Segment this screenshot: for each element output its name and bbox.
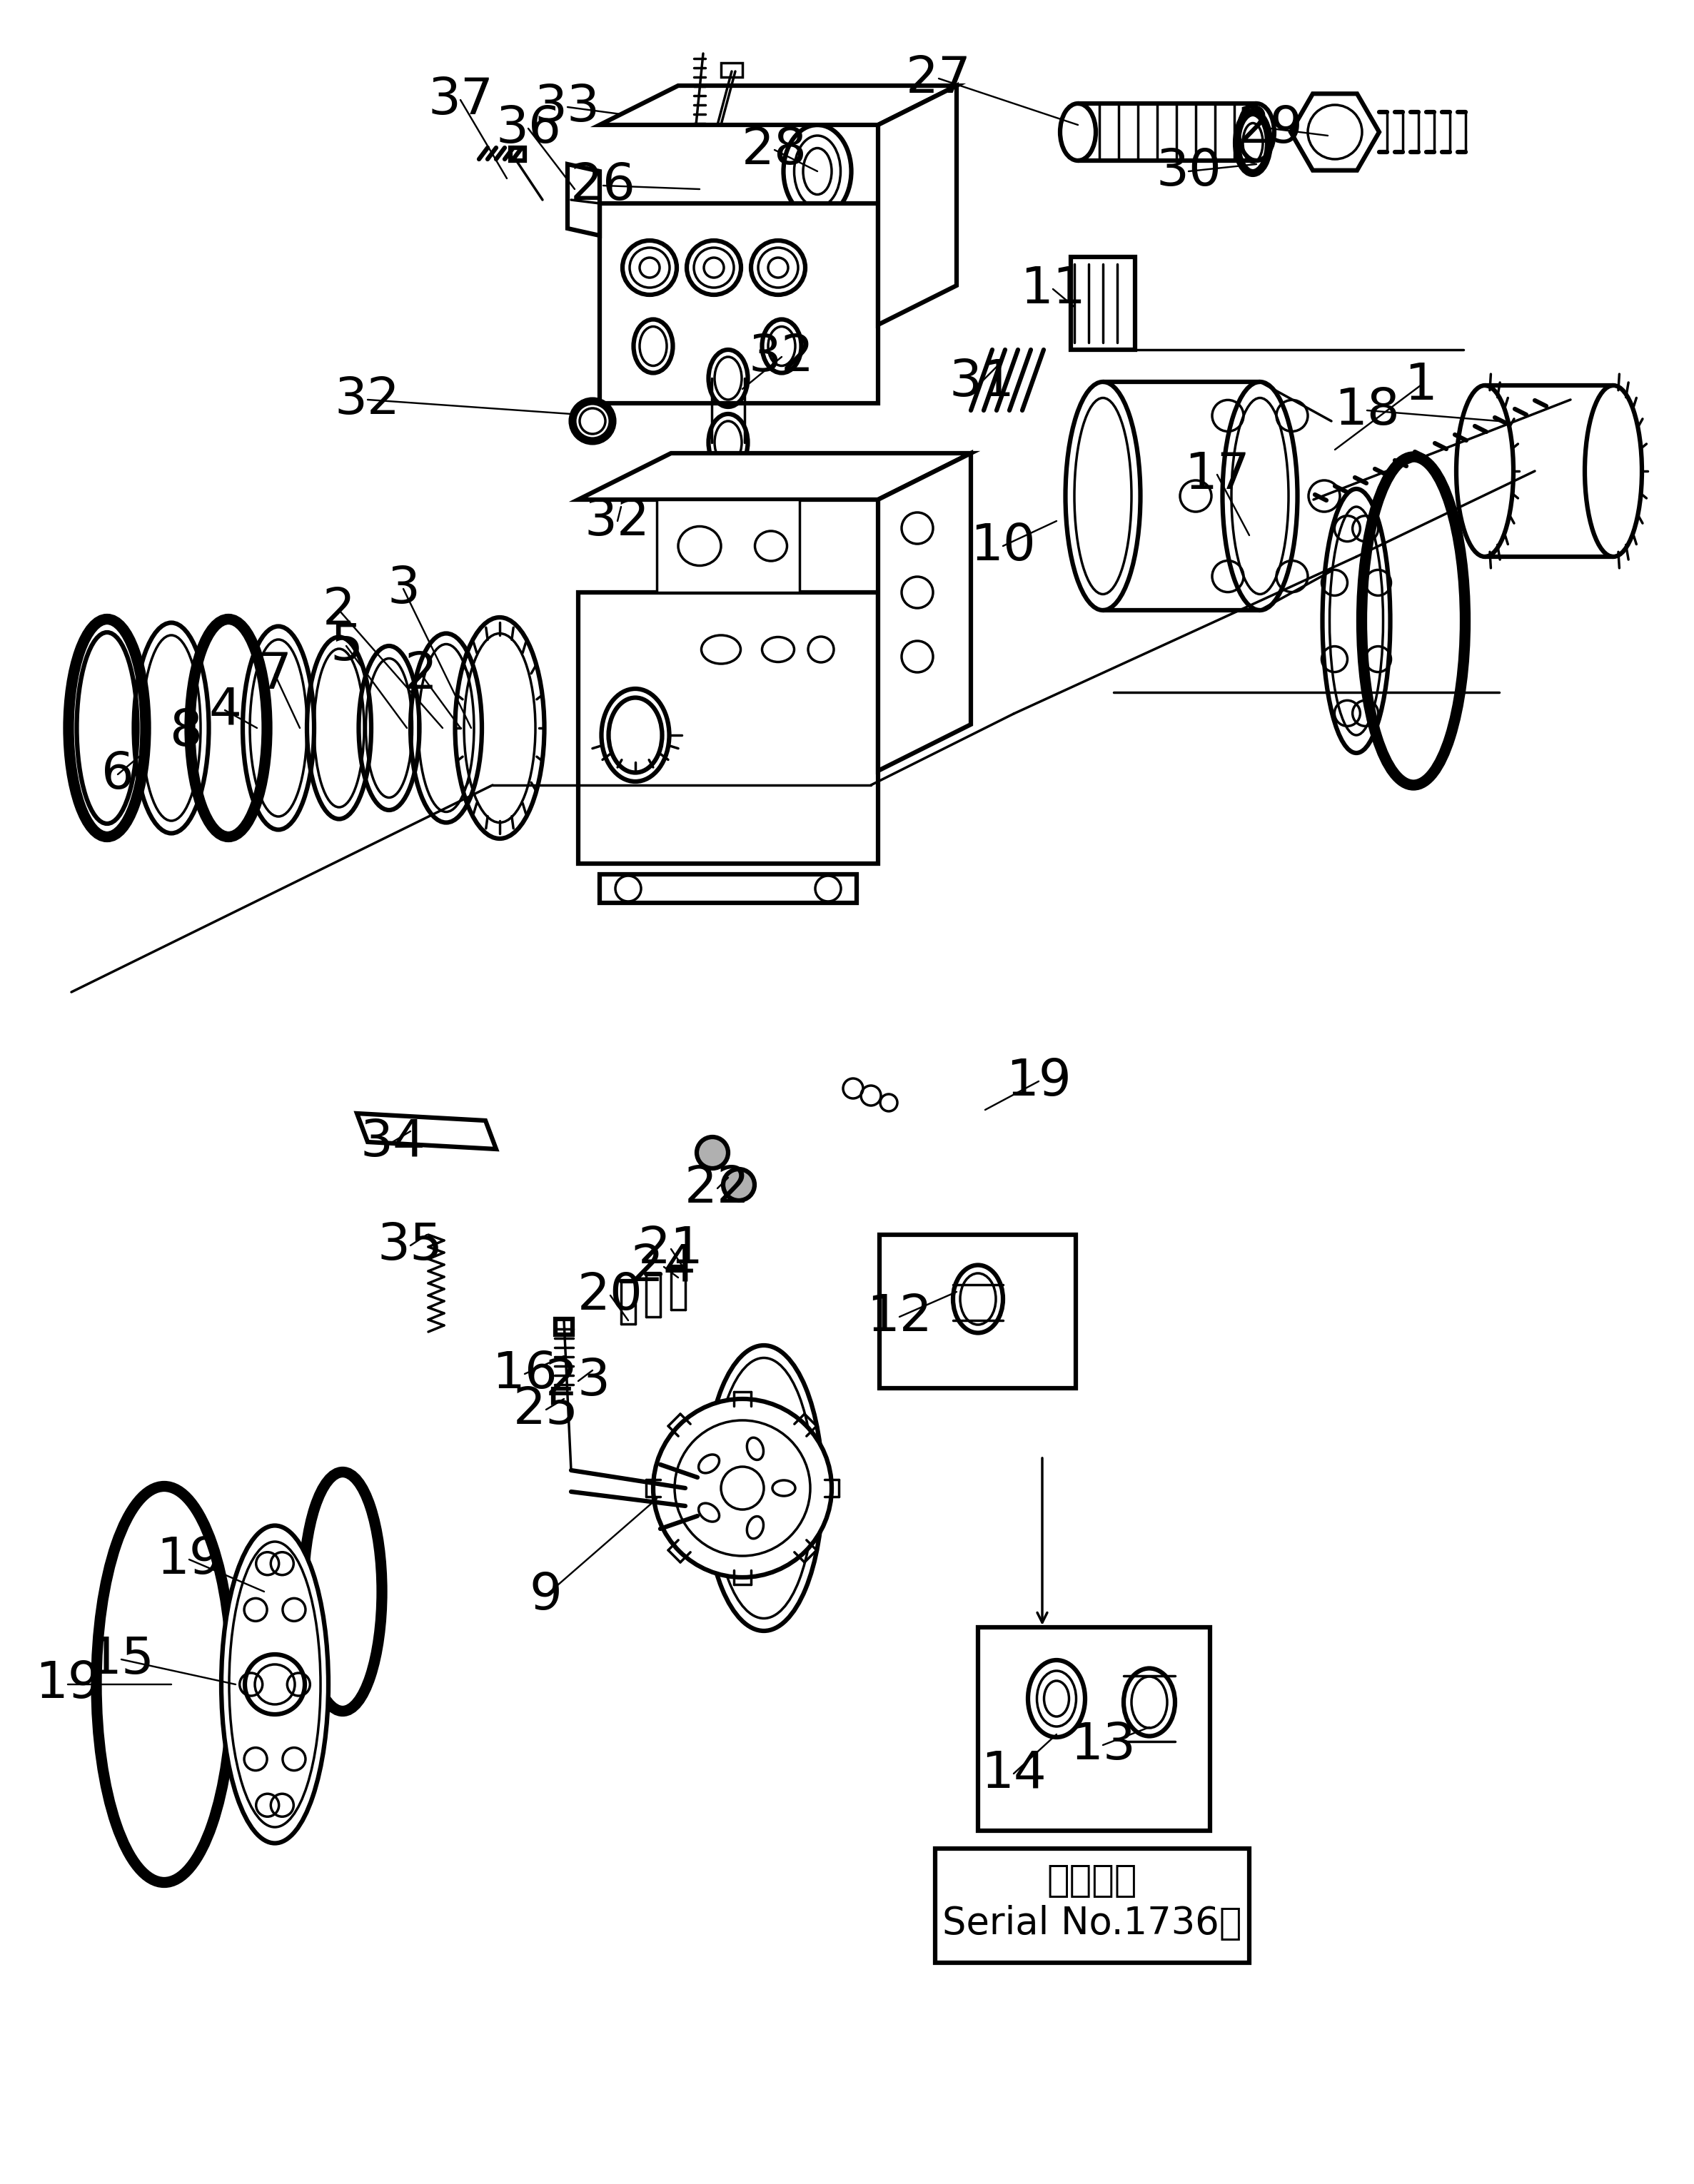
Circle shape <box>579 408 605 435</box>
Text: 32: 32 <box>335 376 400 424</box>
Ellipse shape <box>222 1527 329 1843</box>
Circle shape <box>696 1138 728 1168</box>
Polygon shape <box>877 454 971 771</box>
Bar <box>935 1848 1248 1963</box>
Text: 11: 11 <box>1020 264 1086 314</box>
Bar <box>600 874 857 902</box>
Polygon shape <box>1291 94 1379 170</box>
Text: 22: 22 <box>684 1164 750 1212</box>
Polygon shape <box>600 85 957 124</box>
Text: 適用号機: 適用号機 <box>1047 1863 1137 1900</box>
Text: 19: 19 <box>36 1660 100 1710</box>
Bar <box>510 149 525 162</box>
Text: 32: 32 <box>749 332 815 382</box>
Text: 18: 18 <box>1335 387 1399 435</box>
Text: 34: 34 <box>359 1118 425 1166</box>
Bar <box>556 1319 573 1334</box>
Bar <box>578 592 877 863</box>
Text: 37: 37 <box>427 74 493 124</box>
Text: 26: 26 <box>571 162 635 210</box>
Ellipse shape <box>1037 1671 1076 1728</box>
Text: 2: 2 <box>405 651 437 699</box>
Bar <box>977 1627 1210 1830</box>
Text: 32: 32 <box>584 496 650 546</box>
Text: 9: 9 <box>530 1570 562 1621</box>
Circle shape <box>654 1400 832 1577</box>
Ellipse shape <box>1132 1677 1167 1728</box>
Text: 14: 14 <box>981 1749 1047 1797</box>
Text: 15: 15 <box>88 1636 154 1684</box>
Text: 20: 20 <box>578 1271 644 1319</box>
Text: 30: 30 <box>1155 146 1221 197</box>
Text: 7: 7 <box>259 651 291 699</box>
Ellipse shape <box>1323 489 1391 753</box>
Ellipse shape <box>794 135 840 207</box>
Bar <box>1071 258 1135 349</box>
Text: 36: 36 <box>495 105 561 153</box>
Text: 6: 6 <box>102 749 134 799</box>
Polygon shape <box>567 164 600 236</box>
Bar <box>722 63 742 76</box>
Polygon shape <box>877 85 957 325</box>
Text: 27: 27 <box>906 55 972 103</box>
Text: 25: 25 <box>513 1385 579 1435</box>
Text: 3: 3 <box>386 563 420 614</box>
Text: 12: 12 <box>867 1293 932 1341</box>
Text: 31: 31 <box>949 358 1015 406</box>
Text: Serial No.1736～: Serial No.1736～ <box>942 1904 1242 1942</box>
Text: 23: 23 <box>545 1356 612 1406</box>
Text: 35: 35 <box>378 1221 444 1271</box>
Text: 33: 33 <box>535 83 600 131</box>
Text: 19: 19 <box>1006 1057 1072 1105</box>
Text: 21: 21 <box>639 1225 703 1273</box>
Ellipse shape <box>705 1345 823 1631</box>
Circle shape <box>723 1168 754 1201</box>
Text: 5: 5 <box>330 620 363 670</box>
Polygon shape <box>357 1114 496 1149</box>
Bar <box>600 203 877 404</box>
Text: 2: 2 <box>322 585 356 636</box>
Polygon shape <box>578 454 971 500</box>
Text: 28: 28 <box>742 124 808 175</box>
Ellipse shape <box>1243 122 1262 162</box>
Text: 1: 1 <box>1404 360 1437 411</box>
Text: 19: 19 <box>156 1535 222 1583</box>
Text: 10: 10 <box>971 522 1035 570</box>
Text: 29: 29 <box>1238 105 1303 153</box>
Text: 8: 8 <box>169 708 202 756</box>
Text: 4: 4 <box>208 686 241 734</box>
Bar <box>657 500 800 592</box>
Text: 13: 13 <box>1071 1721 1135 1769</box>
Text: 24: 24 <box>632 1243 696 1291</box>
Bar <box>879 1234 1076 1389</box>
Text: 16: 16 <box>491 1350 557 1398</box>
Text: 17: 17 <box>1184 450 1250 500</box>
